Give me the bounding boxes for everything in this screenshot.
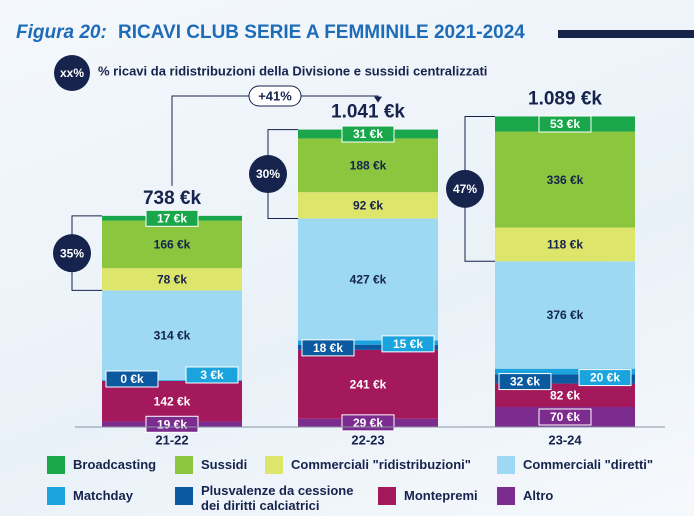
legend-swatch <box>47 456 65 474</box>
value-label: 188 €k <box>350 158 387 172</box>
value-label: 241 €k <box>350 377 387 391</box>
total-label: 738 €k <box>143 188 202 209</box>
bar-segment <box>298 192 438 219</box>
label-box <box>538 115 592 133</box>
note-badge <box>54 55 90 91</box>
share-badge <box>249 155 287 194</box>
bar-segment <box>298 344 438 350</box>
value-label: 15 €k <box>393 337 423 351</box>
label-box <box>578 369 632 387</box>
share-badge <box>53 234 91 273</box>
legend-label: Broadcasting <box>73 457 157 472</box>
bar-segment <box>495 131 635 228</box>
legend-item: Plusvalenze da cessione dei diritti calc… <box>175 482 375 513</box>
bar-segment <box>298 138 438 193</box>
value-label: 142 €k <box>154 394 191 408</box>
x-tick-label: 21-22 <box>155 432 188 447</box>
chart-title: RICAVI CLUB SERIE A FEMMINILE 2021-2024 <box>118 22 525 43</box>
value-label: 29 €k <box>353 416 383 430</box>
growth-box <box>248 85 302 107</box>
legend-label: Montepremi <box>404 488 478 503</box>
value-label: 92 €k <box>353 198 383 212</box>
value-label: 336 €k <box>547 173 584 187</box>
value-label: 0 €k <box>120 372 144 386</box>
value-label: 314 €k <box>154 328 191 342</box>
total-label: 1.089 €k <box>528 88 602 109</box>
value-label: 20 €k <box>590 371 620 385</box>
label-box <box>301 339 355 357</box>
share-label: 35% <box>60 246 84 260</box>
bar-segment <box>102 290 242 381</box>
legend-swatch <box>497 456 515 474</box>
label-box <box>105 370 159 388</box>
label-box <box>498 373 552 391</box>
legend-item: Sussidi <box>175 456 247 474</box>
x-tick-label: 22-23 <box>351 432 384 447</box>
title-rule <box>558 30 694 38</box>
value-label: 78 €k <box>157 272 187 286</box>
share-badge <box>446 169 484 208</box>
legend-swatch <box>497 487 515 505</box>
value-label: 17 €k <box>157 211 187 225</box>
value-label: 82 €k <box>550 388 580 402</box>
label-box <box>185 366 239 384</box>
label-box <box>381 335 435 353</box>
bar-segment <box>102 381 242 422</box>
label-box <box>341 125 395 143</box>
label-box <box>538 408 592 426</box>
note: % ricavi da ridistribuzioni della Divisi… <box>98 63 487 78</box>
share-label: 47% <box>453 182 477 196</box>
value-label: 427 €k <box>350 273 387 287</box>
label-box <box>145 209 199 227</box>
value-label: 31 €k <box>353 127 383 141</box>
bar-segment <box>495 227 635 262</box>
value-label: 53 €k <box>550 117 580 131</box>
legend-item: Commerciali "diretti" <box>497 456 653 474</box>
legend-swatch <box>175 456 193 474</box>
legend-item: Montepremi <box>378 487 478 505</box>
legend-label: Commerciali "diretti" <box>523 457 654 472</box>
arrow-head <box>374 96 382 103</box>
bar-segment <box>298 218 438 341</box>
legend-label: Altro <box>523 488 554 503</box>
title-prefix: Figura 20: <box>16 22 107 43</box>
legend-label: Matchday <box>73 488 133 503</box>
legend-swatch <box>47 487 65 505</box>
legend-item: Matchday <box>47 487 133 505</box>
legend-swatch <box>378 487 396 505</box>
value-label: 376 €k <box>547 308 584 322</box>
value-label: 3 €k <box>200 368 224 382</box>
legend-item: Commerciali "ridistribuzioni" <box>265 456 471 474</box>
growth-label: +41% <box>258 88 292 103</box>
bar-segment <box>102 380 242 382</box>
bar-segment <box>495 261 635 369</box>
bar-segment <box>495 374 635 384</box>
bar-segment <box>298 349 438 419</box>
legend-item: Altro <box>497 487 553 505</box>
legend-label: Commerciali "ridistribuzioni" <box>291 457 471 472</box>
share-label: 30% <box>256 167 280 181</box>
value-label: 32 €k <box>510 375 540 389</box>
value-label: 70 €k <box>550 410 580 424</box>
bar-segment <box>298 340 438 345</box>
legend-swatch <box>175 487 193 505</box>
bar-segment <box>102 220 242 269</box>
legend-swatch <box>265 456 283 474</box>
bar-segment <box>102 268 242 291</box>
x-tick-label: 23-24 <box>548 432 582 447</box>
legend-item: Broadcasting <box>47 456 156 474</box>
value-label: 166 €k <box>154 238 191 252</box>
note-symbol: xx% <box>60 66 84 80</box>
value-label: 118 €k <box>547 238 583 252</box>
total-label: 1.041 €k <box>331 102 405 123</box>
label-box <box>145 415 199 433</box>
legend-label: Plusvalenze da cessione dei diritti calc… <box>201 483 354 513</box>
legend-label: Sussidi <box>201 457 248 472</box>
bar-segment <box>495 368 635 375</box>
value-label: 18 €k <box>313 341 343 355</box>
value-label: 19 €k <box>157 417 187 431</box>
